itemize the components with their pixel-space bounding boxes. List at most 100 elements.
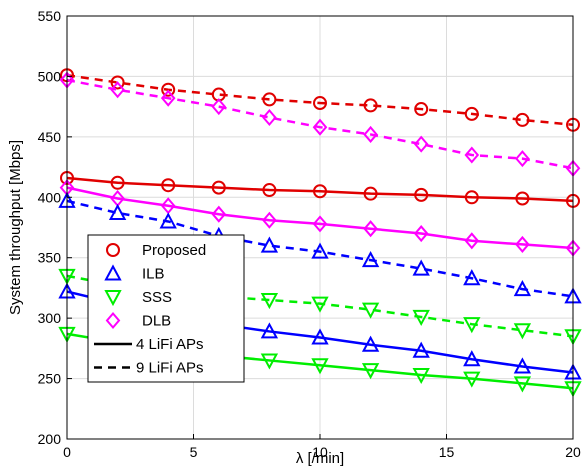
data-point — [160, 89, 176, 107]
data-point — [413, 225, 429, 243]
data-point — [313, 184, 327, 199]
data-point — [211, 98, 227, 116]
data-point — [413, 135, 429, 153]
data-point — [262, 183, 277, 198]
data-point — [515, 150, 530, 168]
data-point — [311, 358, 329, 375]
y-tick-label: 300 — [38, 310, 62, 326]
data-point — [412, 309, 430, 327]
x-tick-label: 5 — [190, 444, 198, 460]
data-point — [515, 235, 530, 253]
data-point — [312, 118, 328, 136]
legend-entry: SSS — [104, 289, 172, 307]
data-point — [513, 376, 532, 393]
series-dlb-9aps — [59, 71, 581, 177]
data-point — [414, 187, 429, 202]
data-point — [363, 186, 378, 201]
data-point — [463, 371, 481, 388]
data-point — [515, 191, 530, 206]
data-point — [159, 212, 177, 229]
legend-label: 9 LiFi APs — [136, 360, 204, 377]
data-point — [363, 125, 378, 143]
legend: Proposed ILB SSS DLB 4 LiFi APs 9 LiFi APs — [87, 234, 245, 383]
x-tick-label: 20 — [565, 444, 581, 460]
data-point — [361, 335, 380, 352]
data-point — [161, 82, 176, 97]
data-point — [412, 259, 430, 276]
series-line — [66, 176, 574, 203]
data-point — [110, 75, 125, 90]
data-point — [363, 220, 378, 238]
legend-diamond-icon — [105, 311, 121, 330]
y-tick-label: 350 — [38, 250, 62, 266]
y-tick-label: 200 — [38, 431, 62, 447]
legend-triangle-up-icon — [104, 264, 122, 281]
tick-labels: 0 5 10 15 20 200 250 300 350 400 450 500 550 — [38, 8, 581, 460]
y-tick-label: 400 — [38, 189, 62, 205]
series-dlb-4aps — [59, 179, 581, 257]
data-point — [463, 269, 481, 286]
legend-circle-icon — [106, 243, 120, 257]
data-point — [513, 323, 532, 340]
data-point — [464, 106, 479, 121]
data-point — [262, 108, 277, 127]
data-point — [260, 353, 279, 370]
legend-label: ILB — [142, 266, 165, 283]
data-point — [311, 296, 329, 313]
data-point — [260, 293, 279, 310]
data-point — [311, 328, 329, 345]
data-point — [363, 98, 378, 113]
y-tick-label: 250 — [38, 371, 62, 387]
data-point — [262, 211, 277, 229]
data-point — [110, 81, 125, 99]
data-point — [312, 215, 328, 233]
series-line — [66, 186, 574, 250]
x-tick-label: 10 — [312, 444, 328, 460]
data-point — [414, 102, 429, 117]
y-tick-label: 500 — [38, 68, 62, 84]
data-point — [463, 317, 481, 334]
data-point — [313, 96, 327, 111]
data-point — [161, 178, 176, 193]
data-point — [262, 92, 277, 107]
data-point — [311, 242, 329, 259]
legend-label: SSS — [142, 289, 172, 306]
legend-entry: DLB — [105, 311, 171, 330]
data-point — [464, 146, 480, 164]
data-point — [515, 112, 530, 127]
series-line — [66, 73, 574, 127]
legend-label: Proposed — [142, 242, 206, 259]
data-point — [464, 232, 480, 250]
data-point — [412, 341, 430, 358]
data-point — [110, 175, 125, 190]
y-axis-label: System throughput [Mbps] — [7, 140, 24, 315]
legend-label: 4 LiFi APs — [136, 336, 204, 353]
legend-entry: 4 LiFi APs — [94, 336, 204, 353]
data-point — [513, 357, 532, 374]
data-point — [513, 280, 532, 297]
x-tick-label: 15 — [439, 444, 455, 460]
data-point — [260, 322, 279, 339]
data-point — [211, 205, 227, 223]
legend-box — [87, 234, 245, 383]
data-point — [361, 363, 380, 380]
legend-entry: 9 LiFi APs — [94, 360, 204, 377]
data-point — [361, 251, 380, 268]
data-point — [463, 350, 481, 367]
legend-entry: ILB — [104, 264, 165, 283]
legend-label: DLB — [142, 313, 171, 330]
series-line — [66, 199, 574, 298]
data-point — [361, 302, 380, 319]
y-tick-label: 550 — [38, 8, 62, 24]
series-proposed-9aps — [60, 68, 580, 132]
data-point — [412, 367, 430, 385]
series-line — [66, 78, 574, 170]
data-point — [211, 180, 226, 195]
legend-entry: Proposed — [106, 242, 206, 259]
data-point — [108, 203, 127, 220]
legend-triangle-down-icon — [104, 290, 122, 307]
y-tick-label: 450 — [38, 129, 62, 145]
data-point — [260, 236, 279, 253]
data-point — [464, 190, 479, 205]
